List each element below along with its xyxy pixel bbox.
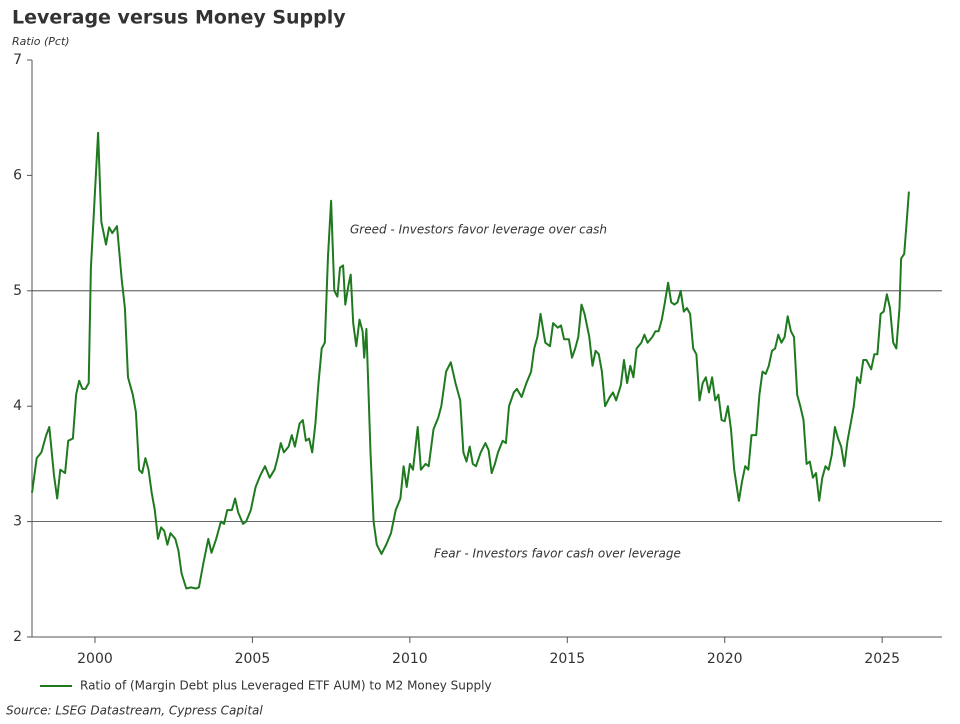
y-tick-label: 3: [13, 514, 22, 530]
legend-label: Ratio of (Margin Debt plus Leveraged ETF…: [80, 679, 492, 693]
x-tick-label: 2000: [77, 651, 113, 667]
annotation: Fear - Investors favor cash over leverag…: [434, 547, 681, 561]
source-note: Source: LSEG Datastream, Cypress Capital: [6, 704, 263, 718]
x-tick-label: 2015: [549, 651, 585, 667]
y-tick-label: 5: [13, 283, 22, 299]
data-line: [31, 131, 910, 590]
x-tick-label: 2025: [864, 651, 900, 667]
y-tick-label: 4: [13, 398, 22, 414]
chart-title: Leverage versus Money Supply: [12, 7, 346, 29]
chart-subtitle: Ratio (Pct): [12, 35, 70, 48]
annotation: Greed - Investors favor leverage over ca…: [350, 223, 607, 237]
y-tick-label: 2: [13, 629, 22, 645]
x-tick-label: 2005: [235, 651, 271, 667]
x-tick-label: 2010: [392, 651, 428, 667]
x-tick-label: 2020: [707, 651, 743, 667]
y-tick-label: 7: [13, 52, 22, 68]
y-tick-label: 6: [13, 167, 22, 183]
